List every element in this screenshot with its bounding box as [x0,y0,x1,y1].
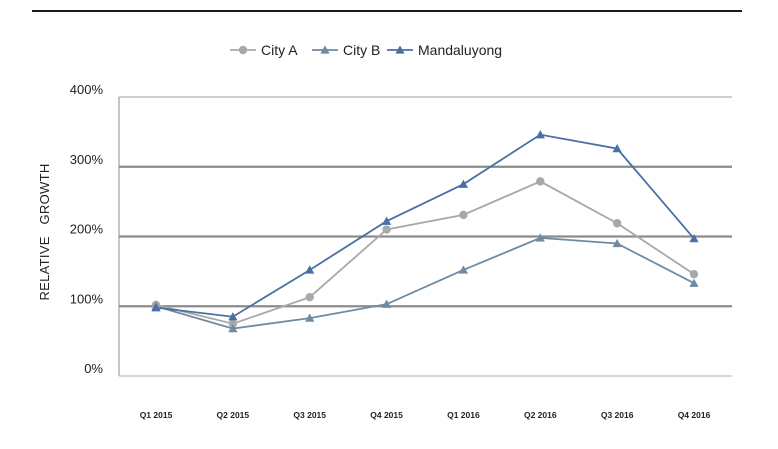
data-point-city-b [612,238,622,248]
data-point-city-b [305,313,315,322]
y-axis-label: RELATIVE GROWTH [37,163,52,300]
data-point-city-a [612,219,622,228]
series-markers [151,130,699,333]
x-tick-label: Q1 2015 [140,410,173,420]
legend: City A City B Mandaluyong [230,42,502,58]
data-point-city-a [305,292,314,302]
data-point-mandaluyong [228,312,238,321]
data-point-city-b [228,323,238,333]
legend-label-city-a: City A [261,42,298,58]
y-tick-label: 0% [84,361,103,376]
data-point-city-b [689,278,699,287]
grid-lines [119,96,732,308]
series-line-mandaluyong [155,133,695,318]
legend-label-city-b: City B [343,42,380,58]
legend-label-mandaluyong: Mandaluyong [418,42,502,58]
x-tick-label: Q4 2016 [678,410,711,420]
data-point-mandaluyong [612,144,622,153]
y-tick-label: 300% [70,152,104,167]
y-tick-labels: 0% 100% 200% 300% 400% [70,82,104,376]
data-point-mandaluyong [305,265,315,274]
y-tick-label: 200% [70,222,104,237]
x-tick-label: Q3 2015 [293,410,326,420]
data-point-city-a [689,269,699,279]
data-point-city-a [228,319,238,328]
data-point-city-b [458,265,469,274]
data-point-city-b [381,299,392,308]
x-tick-labels: Q1 2015 Q2 2015 Q3 2015 Q4 2015 Q1 2016 Q2 20… [140,410,711,420]
x-tick-label: Q1 2016 [447,410,480,420]
legend-marker-city-a [238,45,248,55]
data-point-mandaluyong [381,216,392,225]
data-point-city-b [535,233,545,242]
x-tick-label: Q3 2016 [601,410,634,420]
series-line-city-b [155,236,695,330]
legend-marker-city-b [320,45,330,54]
data-point-city-a [459,210,468,220]
x-tick-label: Q2 2016 [524,410,557,420]
data-point-mandaluyong [689,233,699,243]
data-point-mandaluyong [151,303,161,312]
legend-marker-mandaluyong [395,45,405,54]
data-point-city-a [536,177,545,186]
series-lines [155,133,695,330]
top-rule [32,10,742,12]
x-tick-label: Q4 2015 [370,410,403,420]
data-point-mandaluyong [458,179,469,188]
series-line-city-a [155,180,695,325]
data-point-mandaluyong [535,130,545,139]
axes [118,97,732,377]
y-tick-label: 400% [70,82,104,97]
x-tick-label: Q2 2015 [217,410,250,420]
y-tick-label: 100% [70,291,104,306]
data-point-city-a [382,225,391,234]
